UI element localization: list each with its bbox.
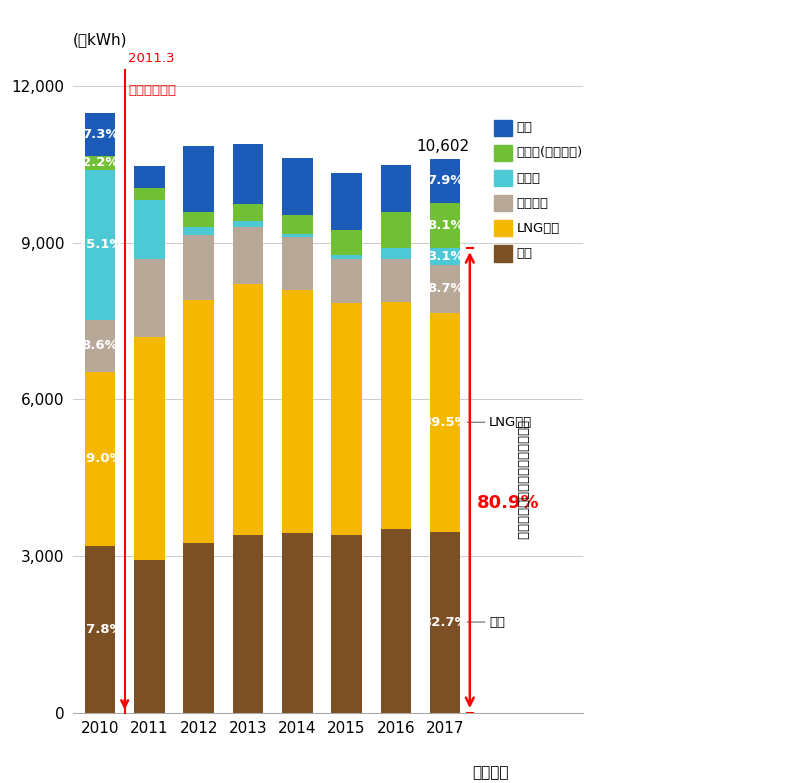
Bar [430,247,460,265]
Bar [134,258,164,337]
Bar [183,235,214,300]
Text: 石油など: 石油など [517,197,548,210]
Bar [183,300,214,543]
Text: 電源構成における化石燃料依存度: 電源構成における化石燃料依存度 [515,420,528,540]
Text: 8.1%: 8.1% [427,218,463,232]
Bar [183,212,214,226]
Text: 水力: 水力 [517,121,533,135]
Bar [282,236,313,290]
Bar [381,259,411,301]
Bar [331,254,362,259]
Text: 3.1%: 3.1% [427,250,463,263]
Bar [494,220,512,236]
Bar [430,265,460,313]
Text: 39.5%: 39.5% [422,416,468,429]
Text: 8.6%: 8.6% [82,340,118,352]
Bar [494,245,512,262]
Bar [134,337,164,560]
Bar [134,560,164,713]
Text: 7.3%: 7.3% [82,128,118,141]
Bar [85,320,115,372]
Bar [381,529,411,713]
Bar [430,159,460,203]
Bar [85,372,115,546]
Bar [494,170,512,186]
Text: 東日本大震災: 東日本大震災 [128,84,176,96]
Bar [331,302,362,535]
Bar [381,212,411,248]
Text: 27.8%: 27.8% [77,622,123,636]
Bar [494,145,512,161]
Bar [232,221,263,227]
Bar [183,226,214,235]
Text: 10,602: 10,602 [416,139,469,154]
Text: （年度）: （年度） [472,765,509,780]
Bar [282,290,313,533]
Bar [134,200,164,258]
Bar [381,164,411,212]
Bar [282,533,313,713]
Bar [381,301,411,529]
Text: 7.9%: 7.9% [427,175,463,187]
Bar [85,157,115,170]
Text: 原子力: 原子力 [517,171,540,185]
Text: LNG火力: LNG火力 [489,416,532,429]
Bar [331,535,362,713]
Bar [282,158,313,215]
Bar [494,195,512,211]
Bar [232,227,263,283]
Text: 29.0%: 29.0% [77,453,123,465]
Bar [85,170,115,320]
Text: 再エネ(水力除く): 再エネ(水力除く) [517,146,583,160]
Text: LNG火力: LNG火力 [517,222,560,235]
Text: 2011.3: 2011.3 [128,52,175,65]
Text: 石炭: 石炭 [489,615,505,629]
Text: 25.1%: 25.1% [77,238,123,251]
Text: (億kWh): (億kWh) [73,32,127,47]
Text: 2.2%: 2.2% [82,157,118,169]
Bar [134,167,164,188]
Text: 8.7%: 8.7% [427,283,463,295]
Bar [282,215,313,234]
Bar [85,113,115,157]
Bar [232,535,263,713]
Bar [232,283,263,535]
Bar [430,532,460,713]
Bar [331,173,362,230]
Text: 32.7%: 32.7% [422,615,468,629]
Bar [232,144,263,204]
Bar [331,259,362,302]
Bar [183,543,214,713]
Bar [85,546,115,713]
Bar [381,248,411,259]
Bar [183,146,214,212]
Bar [430,203,460,247]
Text: 石炭: 石炭 [517,247,533,260]
Bar [282,234,313,236]
Bar [430,313,460,532]
Bar [232,204,263,221]
Bar [494,120,512,136]
Bar [134,188,164,200]
Bar [331,230,362,254]
Text: 80.9%: 80.9% [477,494,539,512]
